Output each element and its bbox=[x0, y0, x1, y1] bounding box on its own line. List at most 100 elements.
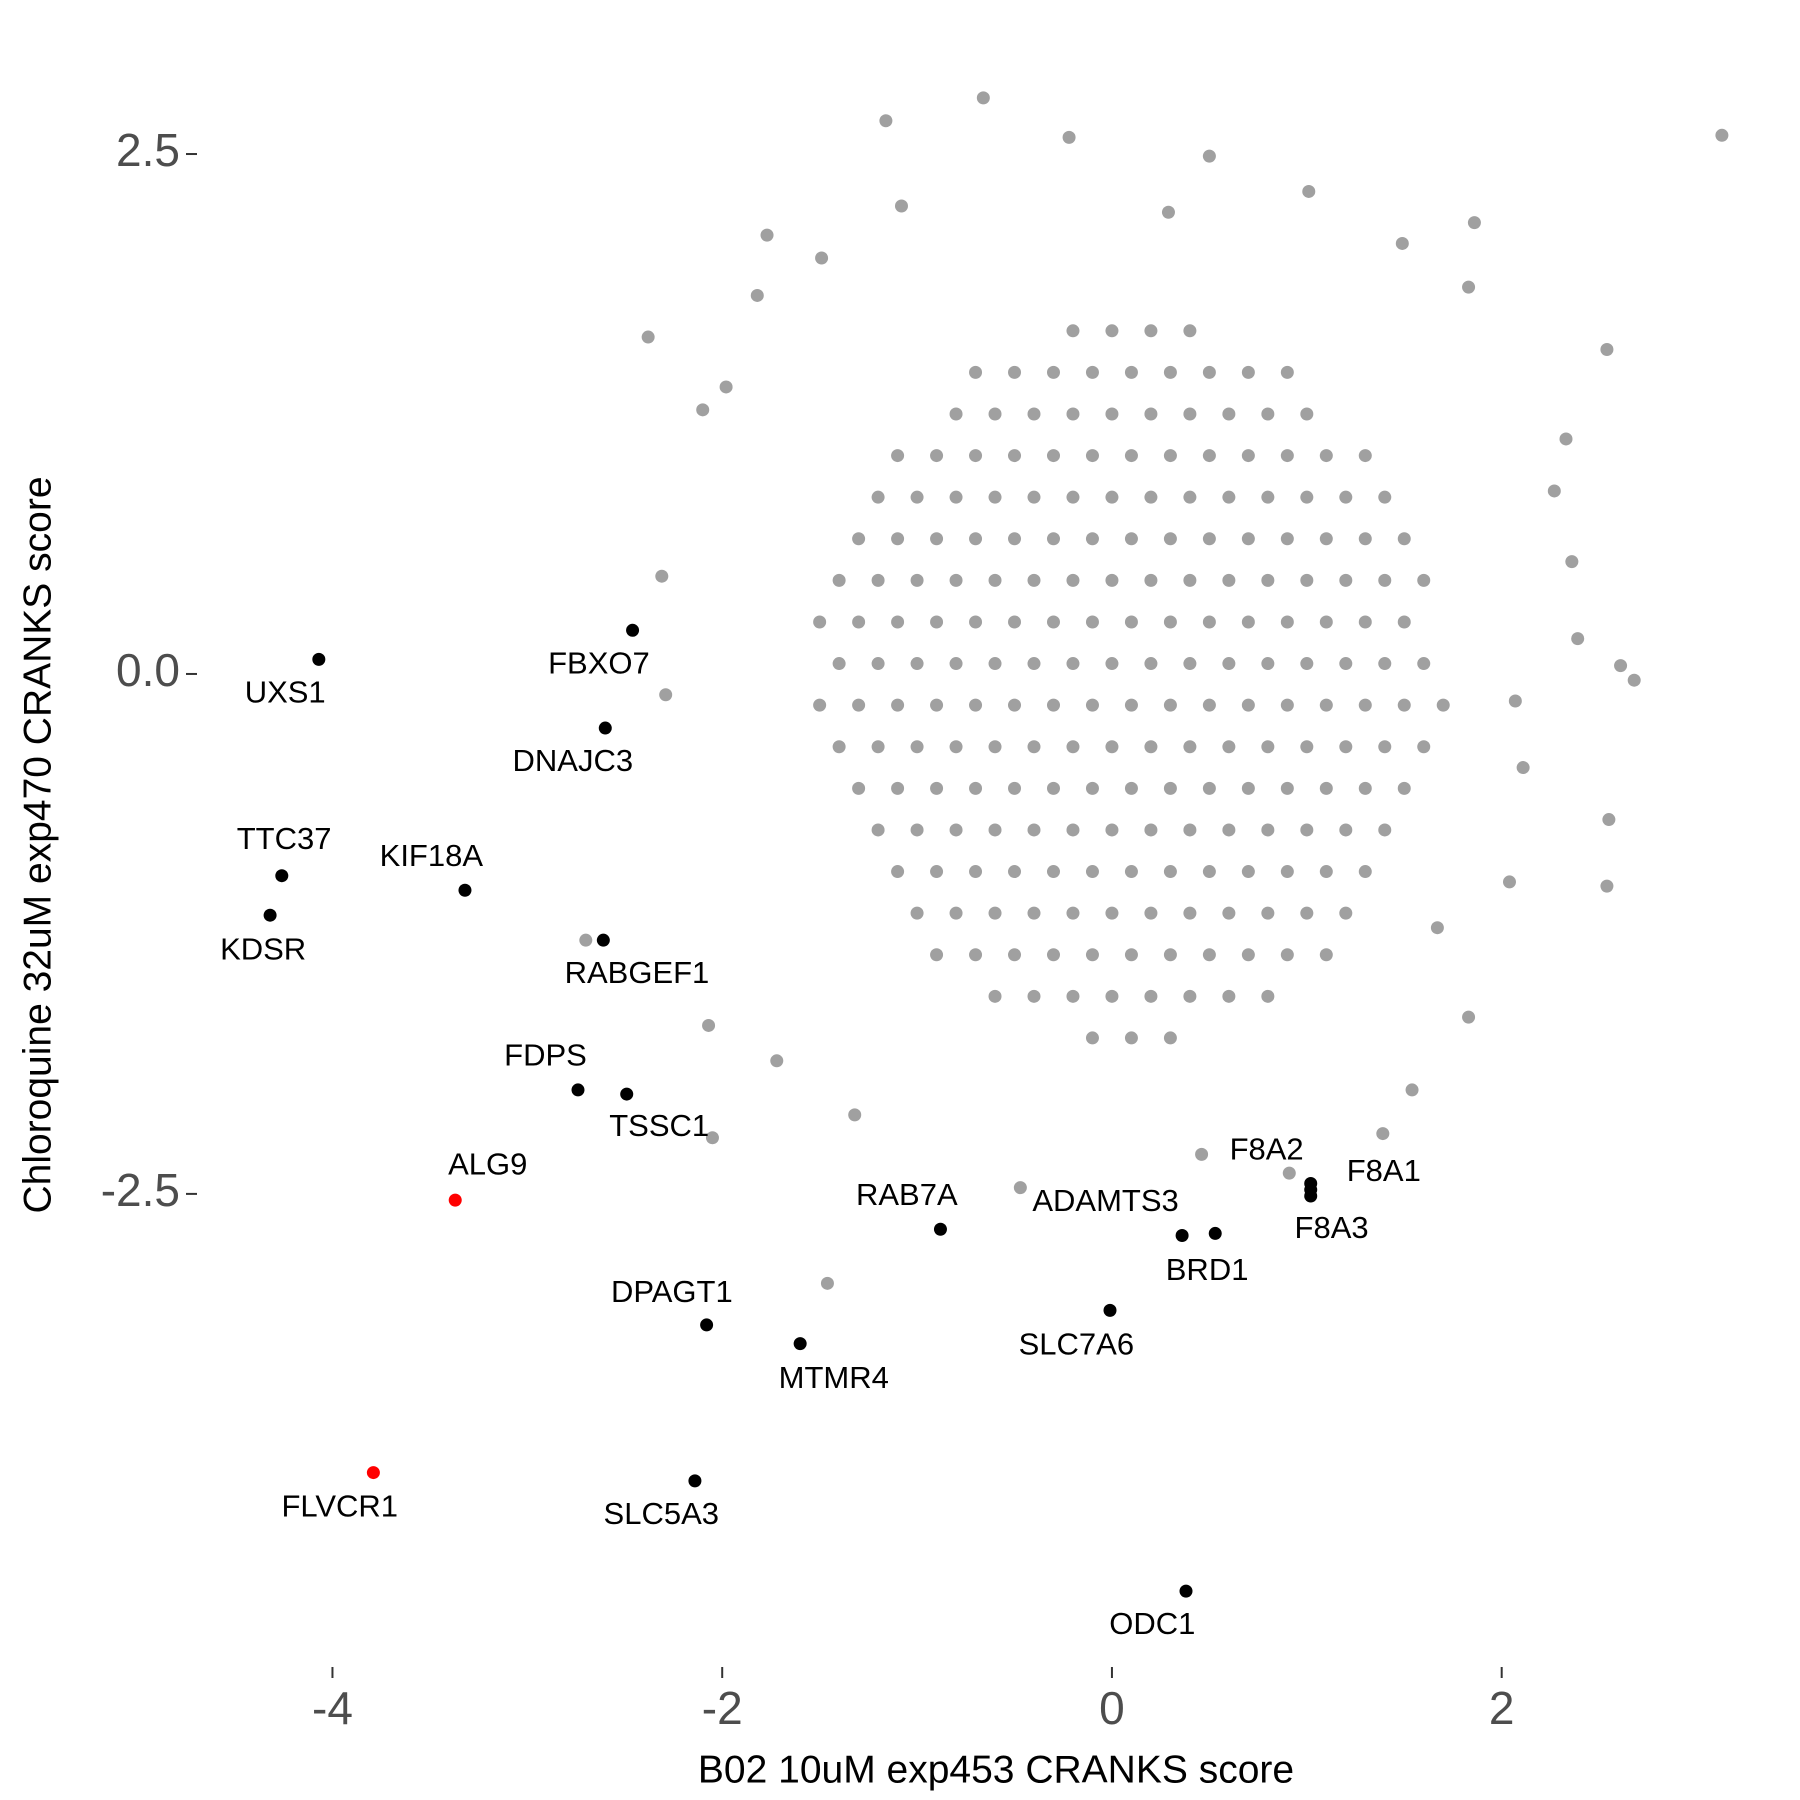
highlight-point bbox=[626, 623, 640, 637]
point bbox=[1627, 673, 1641, 687]
point bbox=[1066, 906, 1080, 920]
point bbox=[1163, 865, 1177, 879]
point bbox=[1241, 365, 1255, 379]
point bbox=[1027, 989, 1041, 1003]
point bbox=[1183, 823, 1197, 837]
point bbox=[969, 615, 983, 629]
highlight-point bbox=[312, 652, 326, 666]
point bbox=[988, 989, 1002, 1003]
point bbox=[949, 407, 963, 421]
point bbox=[852, 615, 866, 629]
point bbox=[1046, 532, 1060, 546]
point bbox=[1241, 449, 1255, 463]
point bbox=[871, 573, 885, 587]
point bbox=[1163, 449, 1177, 463]
point bbox=[969, 698, 983, 712]
x-tick-label: -4 bbox=[312, 1682, 353, 1734]
point bbox=[1319, 532, 1333, 546]
point bbox=[1378, 490, 1392, 504]
point bbox=[1124, 865, 1138, 879]
highlight-point bbox=[688, 1474, 702, 1488]
point bbox=[1183, 324, 1197, 338]
point bbox=[1027, 906, 1041, 920]
point bbox=[891, 781, 905, 795]
point bbox=[1163, 365, 1177, 379]
point bbox=[1339, 573, 1353, 587]
point bbox=[1202, 365, 1216, 379]
point bbox=[1222, 573, 1236, 587]
point bbox=[930, 532, 944, 546]
point bbox=[1144, 657, 1158, 671]
point bbox=[930, 615, 944, 629]
point bbox=[852, 698, 866, 712]
point-label: FBXO7 bbox=[548, 645, 650, 680]
highlight-point bbox=[933, 1222, 947, 1236]
point bbox=[1105, 989, 1119, 1003]
point-label: SLC5A3 bbox=[604, 1496, 719, 1531]
point bbox=[1183, 573, 1197, 587]
point bbox=[871, 823, 885, 837]
point bbox=[1105, 324, 1119, 338]
point bbox=[1085, 698, 1099, 712]
point bbox=[1280, 698, 1294, 712]
point bbox=[1430, 921, 1444, 935]
point bbox=[1085, 365, 1099, 379]
point bbox=[1008, 948, 1022, 962]
point bbox=[1085, 948, 1099, 962]
point bbox=[1008, 698, 1022, 712]
highlight-point bbox=[458, 883, 472, 897]
point bbox=[832, 573, 846, 587]
point bbox=[1417, 740, 1431, 754]
point bbox=[1183, 407, 1197, 421]
point bbox=[1358, 698, 1372, 712]
point bbox=[1378, 740, 1392, 754]
point bbox=[1261, 657, 1275, 671]
point bbox=[949, 490, 963, 504]
point bbox=[949, 657, 963, 671]
point bbox=[988, 740, 1002, 754]
point bbox=[1378, 573, 1392, 587]
point bbox=[1105, 573, 1119, 587]
point bbox=[1397, 781, 1411, 795]
point bbox=[641, 330, 655, 344]
point-label: F8A3 bbox=[1295, 1210, 1369, 1245]
point bbox=[1467, 216, 1481, 230]
point bbox=[988, 573, 1002, 587]
point bbox=[988, 407, 1002, 421]
point-label: DPAGT1 bbox=[611, 1274, 733, 1309]
point bbox=[813, 615, 827, 629]
point bbox=[1241, 865, 1255, 879]
point bbox=[1339, 657, 1353, 671]
y-axis-title: Chloroquine 32uM exp470 CRANKS score bbox=[16, 476, 59, 1213]
point bbox=[1516, 761, 1530, 775]
highlight-point bbox=[596, 933, 610, 947]
point bbox=[1027, 823, 1041, 837]
point bbox=[1183, 490, 1197, 504]
point bbox=[1008, 365, 1022, 379]
point bbox=[1280, 615, 1294, 629]
point bbox=[1008, 865, 1022, 879]
point bbox=[1358, 865, 1372, 879]
point bbox=[1144, 989, 1158, 1003]
point bbox=[988, 490, 1002, 504]
point-label: ODC1 bbox=[1109, 1606, 1195, 1641]
point bbox=[1195, 1147, 1209, 1161]
point-label: ADAMTS3 bbox=[1032, 1183, 1178, 1218]
point bbox=[1600, 343, 1614, 357]
point bbox=[1378, 823, 1392, 837]
point-label: RAB7A bbox=[856, 1177, 958, 1212]
point bbox=[1358, 615, 1372, 629]
point bbox=[1222, 823, 1236, 837]
point bbox=[1163, 698, 1177, 712]
point bbox=[1046, 865, 1060, 879]
point bbox=[1124, 781, 1138, 795]
point bbox=[1105, 906, 1119, 920]
highlight-point bbox=[275, 869, 289, 883]
point bbox=[1202, 532, 1216, 546]
point bbox=[1715, 128, 1729, 142]
point bbox=[871, 740, 885, 754]
point bbox=[910, 490, 924, 504]
point bbox=[976, 91, 990, 105]
x-tick-label: 0 bbox=[1099, 1682, 1125, 1734]
highlight-point bbox=[1103, 1303, 1117, 1317]
